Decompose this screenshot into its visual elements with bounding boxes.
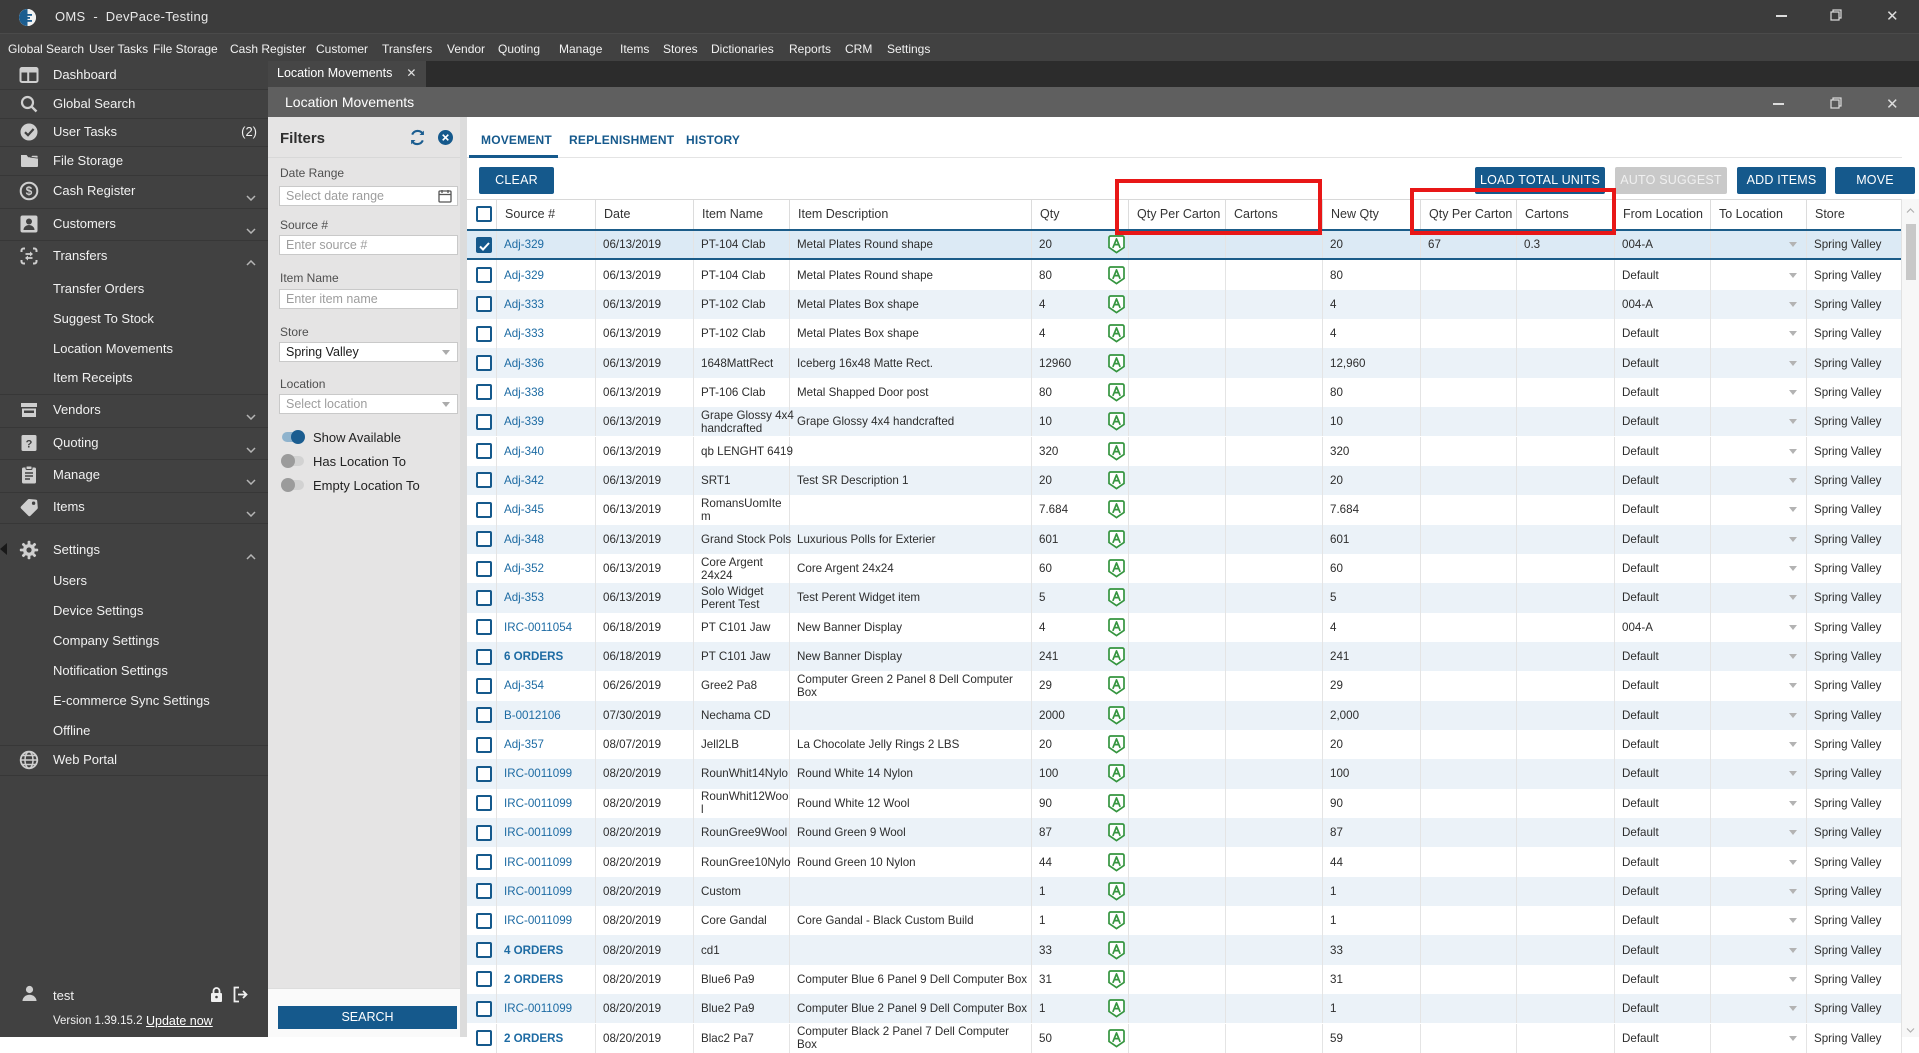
svg-text:$: $	[26, 184, 33, 198]
svg-text:?: ?	[26, 438, 33, 450]
